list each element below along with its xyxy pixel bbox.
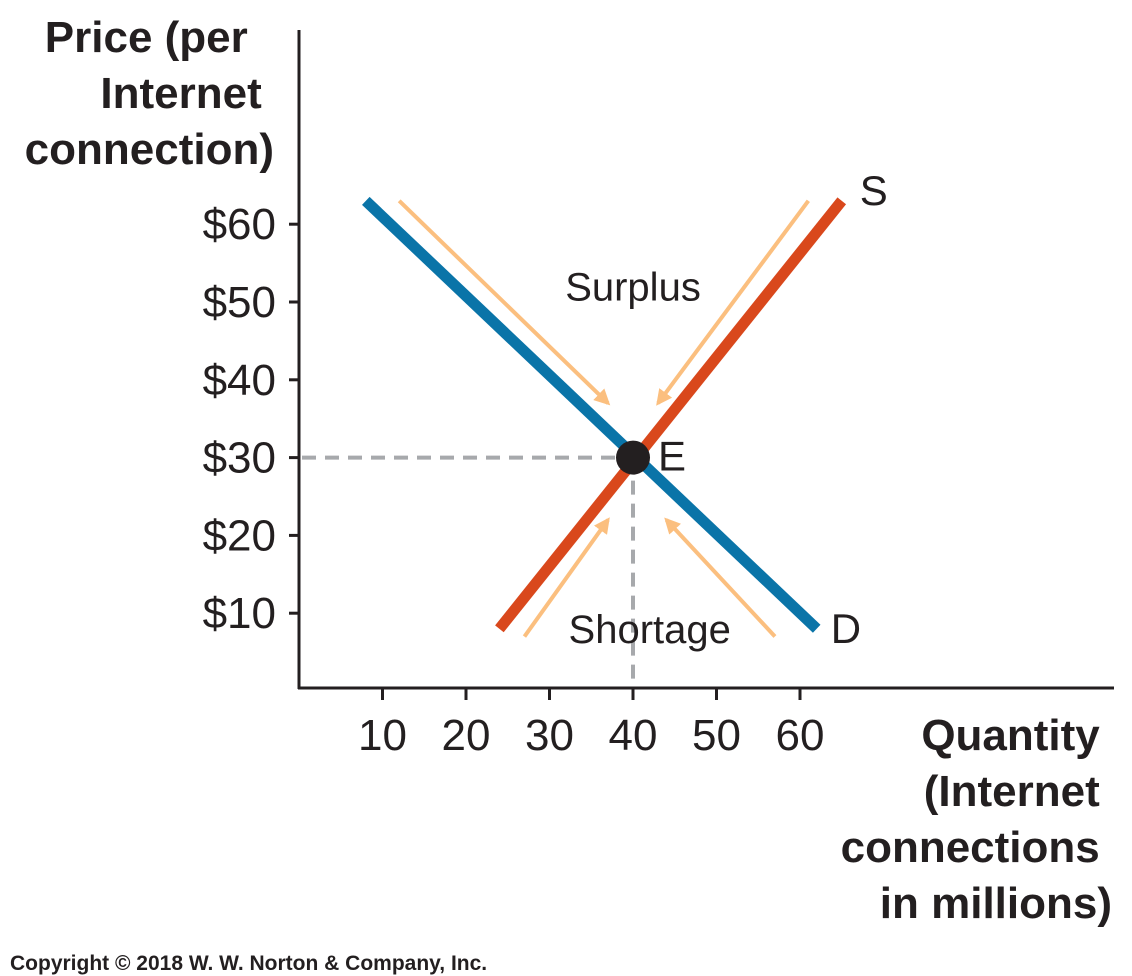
labels-layer: D S E Surplus Shortage [565, 167, 888, 652]
adjustment-arrow [656, 199, 810, 406]
y-axis-label-line: Internet [100, 69, 262, 118]
equilibrium-point [616, 440, 650, 475]
adjustment-arrow [664, 517, 777, 638]
equilibrium-label: E [658, 433, 686, 480]
y-tick-label: $20 [203, 511, 276, 560]
arrows-layer [397, 199, 810, 638]
x-tick-label: 60 [776, 711, 825, 760]
surplus-label: Surplus [565, 265, 701, 309]
demand-curve [362, 196, 821, 633]
y-axis-label: Price (per Internet connection) [25, 13, 274, 174]
supply-curve-label: S [860, 167, 888, 214]
x-tick-label: 50 [692, 711, 741, 760]
x-axis-label: Quantity (Internet connections in millio… [841, 711, 1112, 928]
x-axis-label-line: Quantity [921, 711, 1100, 760]
y-tick-label: $30 [203, 434, 276, 483]
x-tick-label: 10 [358, 711, 407, 760]
adjustment-arrow [522, 517, 610, 638]
curves-layer [362, 196, 847, 633]
x-tick-label: 30 [525, 711, 574, 760]
x-tick-label: 40 [609, 711, 658, 760]
supply-curve [495, 197, 847, 633]
x-axis-label-line: in millions) [880, 879, 1112, 928]
ticks-layer: $60 $50 $40 $30 $20 $10 10 20 30 40 50 60 [203, 200, 825, 760]
y-tick-label: $50 [203, 278, 276, 327]
x-axis-label-line: (Internet [924, 767, 1100, 816]
copyright-text: Copyright © 2018 W. W. Norton & Company,… [10, 952, 487, 975]
adjustment-arrow [397, 199, 611, 406]
y-tick-label: $60 [203, 200, 276, 249]
y-tick-label: $10 [203, 589, 276, 638]
y-tick-label: $40 [203, 356, 276, 405]
y-axis-label-line: Price (per [45, 13, 248, 62]
x-axis-label-line: connections [841, 823, 1100, 872]
shortage-label: Shortage [569, 608, 731, 652]
y-axis-label-line: connection) [25, 125, 274, 174]
demand-curve-label: D [831, 605, 861, 652]
guides-layer [302, 455, 635, 686]
x-tick-label: 20 [442, 711, 491, 760]
